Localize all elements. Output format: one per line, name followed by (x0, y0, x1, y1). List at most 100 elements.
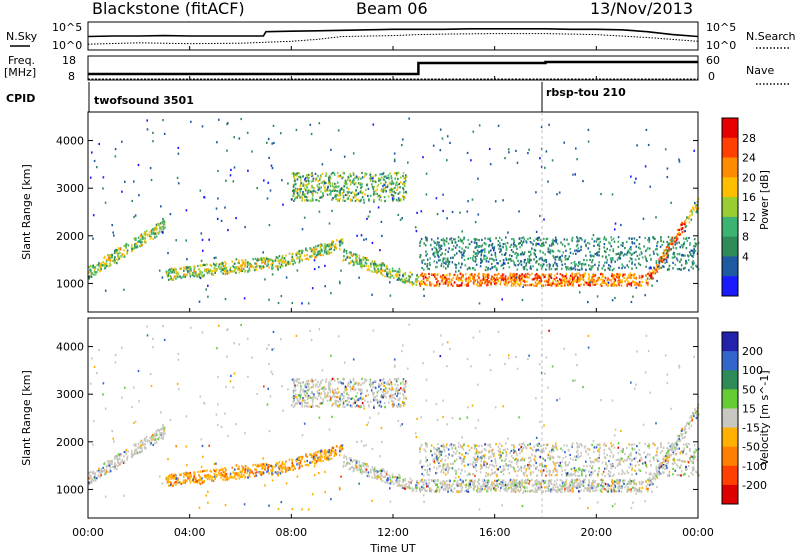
data-point (606, 279, 608, 281)
data-point (544, 486, 546, 488)
data-point (460, 278, 462, 280)
data-point (119, 458, 121, 460)
data-point (404, 281, 406, 283)
data-point (135, 239, 137, 241)
data-point (607, 490, 609, 492)
data-point (585, 245, 587, 247)
data-point (581, 239, 583, 241)
data-point (234, 263, 236, 265)
data-point (89, 266, 91, 268)
data-point (380, 264, 382, 266)
data-point (616, 273, 618, 275)
data-point (544, 253, 546, 255)
data-point (163, 228, 165, 230)
data-point (300, 190, 302, 192)
data-point (678, 242, 680, 244)
data-point (312, 199, 314, 201)
data-point (446, 279, 448, 281)
data-point (437, 241, 439, 243)
data-point (525, 265, 527, 267)
data-point (183, 273, 185, 275)
data-point (516, 248, 518, 250)
data-point (611, 261, 613, 263)
data-point (536, 261, 538, 263)
data-point (235, 267, 237, 269)
data-point (90, 475, 92, 477)
data-point (555, 280, 557, 282)
data-point (548, 483, 550, 485)
data-point (538, 263, 540, 265)
data-point (527, 276, 529, 278)
data-point (276, 462, 278, 464)
data-point (312, 192, 314, 194)
data-point (306, 460, 308, 462)
data-point (646, 282, 648, 284)
noise-right-tick-bottom: 10^0 (706, 39, 736, 52)
data-point (197, 265, 199, 267)
data-point (573, 280, 575, 282)
data-point (505, 245, 507, 247)
data-point (642, 281, 644, 283)
data-point (193, 275, 195, 277)
data-point (566, 239, 568, 241)
data-point (620, 244, 622, 246)
data-point (359, 463, 361, 465)
data-point (561, 260, 563, 262)
data-point (585, 255, 587, 257)
data-point (358, 263, 360, 265)
data-point (457, 274, 459, 276)
data-point (476, 264, 478, 266)
data-point (216, 268, 218, 270)
data-point (445, 249, 447, 251)
data-point (583, 275, 585, 277)
data-point (333, 186, 335, 188)
data-point (494, 283, 496, 285)
data-point (589, 285, 591, 287)
data-point (358, 277, 360, 279)
data-point (339, 198, 341, 200)
data-point (361, 470, 363, 472)
data-point (274, 466, 276, 468)
data-point (484, 248, 486, 250)
data-point (455, 271, 457, 273)
data-point (461, 254, 463, 256)
data-point (384, 200, 386, 202)
data-point (397, 279, 399, 281)
data-point (188, 472, 190, 474)
data-point (242, 261, 244, 263)
data-point (321, 182, 323, 184)
data-point (209, 478, 211, 480)
data-point (291, 465, 293, 467)
data-point (433, 145, 435, 147)
data-point (271, 143, 273, 145)
data-point (294, 262, 296, 264)
data-point (461, 230, 463, 232)
data-point (660, 246, 662, 248)
data-point (185, 266, 187, 268)
data-point (304, 193, 306, 195)
data-point (305, 455, 307, 457)
data-point (315, 245, 317, 247)
data-point (640, 284, 642, 286)
data-point (397, 187, 399, 189)
data-point (104, 263, 106, 265)
data-point (202, 125, 204, 127)
data-point (550, 282, 552, 284)
data-point (645, 274, 647, 276)
data-point (589, 251, 591, 253)
data-point (381, 221, 383, 223)
data-point (674, 237, 676, 239)
data-point (381, 266, 383, 268)
data-point (318, 266, 320, 268)
data-point (477, 279, 479, 281)
data-point (385, 186, 387, 188)
data-point (311, 249, 313, 251)
data-point (441, 248, 443, 250)
data-point (570, 267, 572, 269)
data-point (373, 199, 375, 201)
data-point (90, 265, 92, 267)
data-point (551, 483, 553, 485)
data-point (336, 190, 338, 192)
data-point (655, 267, 657, 269)
data-point (472, 267, 474, 269)
